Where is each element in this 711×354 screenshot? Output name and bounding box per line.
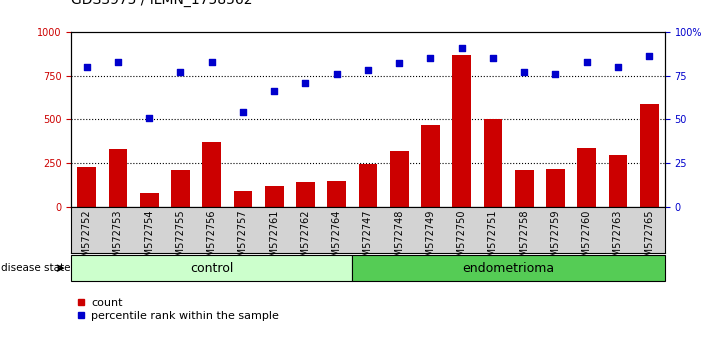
Point: [643, 53, 655, 59]
Point: [112, 59, 124, 64]
Bar: [264, 186, 284, 207]
Bar: [421, 125, 440, 207]
Text: GSM572758: GSM572758: [519, 210, 529, 269]
Bar: [577, 148, 596, 207]
Text: GSM572763: GSM572763: [613, 210, 623, 269]
Point: [612, 64, 624, 70]
Bar: [483, 120, 502, 207]
Point: [362, 68, 374, 73]
Text: GSM572749: GSM572749: [425, 210, 435, 269]
Text: endometrioma: endometrioma: [462, 262, 555, 275]
Bar: [640, 104, 658, 207]
Point: [393, 61, 405, 66]
Text: GSM572747: GSM572747: [363, 210, 373, 269]
Text: GSM572757: GSM572757: [238, 210, 248, 269]
Text: disease state: disease state: [1, 263, 70, 273]
Bar: [77, 167, 96, 207]
Text: GSM572752: GSM572752: [82, 210, 92, 269]
Text: GSM572765: GSM572765: [644, 210, 654, 269]
Bar: [353, 255, 665, 281]
Bar: [515, 170, 533, 207]
Point: [81, 64, 92, 70]
Text: GSM572760: GSM572760: [582, 210, 592, 269]
Text: GSM572748: GSM572748: [394, 210, 404, 269]
Bar: [171, 170, 190, 207]
Text: GSM572764: GSM572764: [332, 210, 342, 269]
Text: GSM572754: GSM572754: [144, 210, 154, 269]
Bar: [109, 149, 127, 207]
Bar: [358, 164, 378, 207]
Text: GDS3975 / ILMN_1758562: GDS3975 / ILMN_1758562: [71, 0, 252, 7]
Point: [300, 80, 311, 86]
Point: [237, 110, 249, 115]
Bar: [296, 182, 315, 207]
Text: GSM572755: GSM572755: [176, 210, 186, 269]
Text: GSM572762: GSM572762: [301, 210, 311, 269]
Bar: [327, 181, 346, 207]
Bar: [71, 255, 353, 281]
Point: [331, 71, 343, 77]
Point: [269, 88, 280, 94]
Bar: [234, 191, 252, 207]
Point: [487, 55, 498, 61]
Point: [581, 59, 592, 64]
Bar: [390, 151, 409, 207]
Bar: [140, 193, 159, 207]
Bar: [452, 55, 471, 207]
Legend: count, percentile rank within the sample: count, percentile rank within the sample: [77, 298, 279, 321]
Bar: [546, 170, 565, 207]
Text: GSM572751: GSM572751: [488, 210, 498, 269]
Text: GSM572761: GSM572761: [269, 210, 279, 269]
Point: [550, 71, 561, 77]
Text: GSM572753: GSM572753: [113, 210, 123, 269]
Text: GSM572759: GSM572759: [550, 210, 560, 269]
Point: [424, 55, 436, 61]
Text: control: control: [190, 262, 233, 275]
Point: [144, 115, 155, 121]
Point: [206, 59, 218, 64]
Text: GSM572756: GSM572756: [207, 210, 217, 269]
Point: [175, 69, 186, 75]
Bar: [609, 155, 627, 207]
Point: [518, 69, 530, 75]
Bar: [203, 142, 221, 207]
Point: [456, 45, 467, 51]
Text: GSM572750: GSM572750: [456, 210, 466, 269]
